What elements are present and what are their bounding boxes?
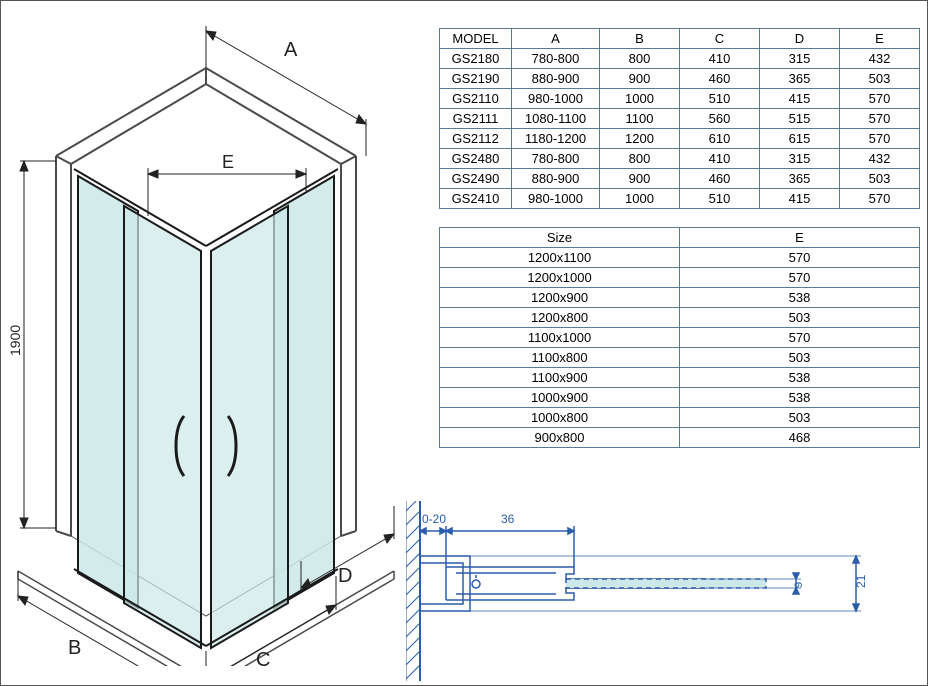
table-row: 1200x900538 bbox=[440, 288, 920, 308]
dim-label-height: 1900 bbox=[7, 325, 23, 356]
model-table: MODELABCDEGS2180780-800800410315432GS219… bbox=[439, 28, 920, 209]
table-row: GS2180780-800800410315432 bbox=[440, 49, 920, 69]
table-row: GS2490880-900900460365503 bbox=[440, 169, 920, 189]
table-row: 1100x800503 bbox=[440, 348, 920, 368]
dim-label-c: C bbox=[256, 649, 270, 666]
profile-section-diagram: 0-20 36 21 9 bbox=[406, 501, 916, 681]
model-table-header: MODEL bbox=[440, 29, 512, 49]
table-row: 1000x900538 bbox=[440, 388, 920, 408]
model-table-header: D bbox=[760, 29, 840, 49]
model-table-header: C bbox=[680, 29, 760, 49]
table-row: 900x800468 bbox=[440, 428, 920, 448]
dim-label-b: B bbox=[68, 637, 81, 659]
table-row: GS21111080-11001100560515570 bbox=[440, 109, 920, 129]
table-row: GS21121180-12001200610615570 bbox=[440, 129, 920, 149]
table-row: GS2110980-10001000510415570 bbox=[440, 89, 920, 109]
table-row: 1100x1000570 bbox=[440, 328, 920, 348]
dim-label-a: A bbox=[284, 39, 298, 61]
dim-21: 21 bbox=[854, 574, 868, 588]
shower-enclosure-diagram: A E 1900 bbox=[6, 16, 401, 666]
model-table-header: A bbox=[512, 29, 600, 49]
dim-label-e: E bbox=[222, 152, 234, 172]
table-row: 1200x1000570 bbox=[440, 268, 920, 288]
model-table-header: B bbox=[600, 29, 680, 49]
size-table-header: E bbox=[680, 228, 920, 248]
size-table-header: Size bbox=[440, 228, 680, 248]
dim-9: 9 bbox=[793, 582, 805, 588]
page: A E 1900 bbox=[0, 0, 928, 686]
table-row: GS2190880-900900460365503 bbox=[440, 69, 920, 89]
table-row: GS2480780-800800410315432 bbox=[440, 149, 920, 169]
table-row: 1100x900538 bbox=[440, 368, 920, 388]
table-row: 1000x800503 bbox=[440, 408, 920, 428]
table-row: GS2410980-10001000510415570 bbox=[440, 189, 920, 209]
size-table: SizeE1200x11005701200x10005701200x900538… bbox=[439, 227, 920, 448]
dim-gap: 0-20 bbox=[422, 512, 446, 526]
dim-label-d: D bbox=[338, 565, 352, 587]
model-table-header: E bbox=[840, 29, 920, 49]
table-row: 1200x800503 bbox=[440, 308, 920, 328]
table-row: 1200x1100570 bbox=[440, 248, 920, 268]
dim-36: 36 bbox=[501, 512, 515, 526]
